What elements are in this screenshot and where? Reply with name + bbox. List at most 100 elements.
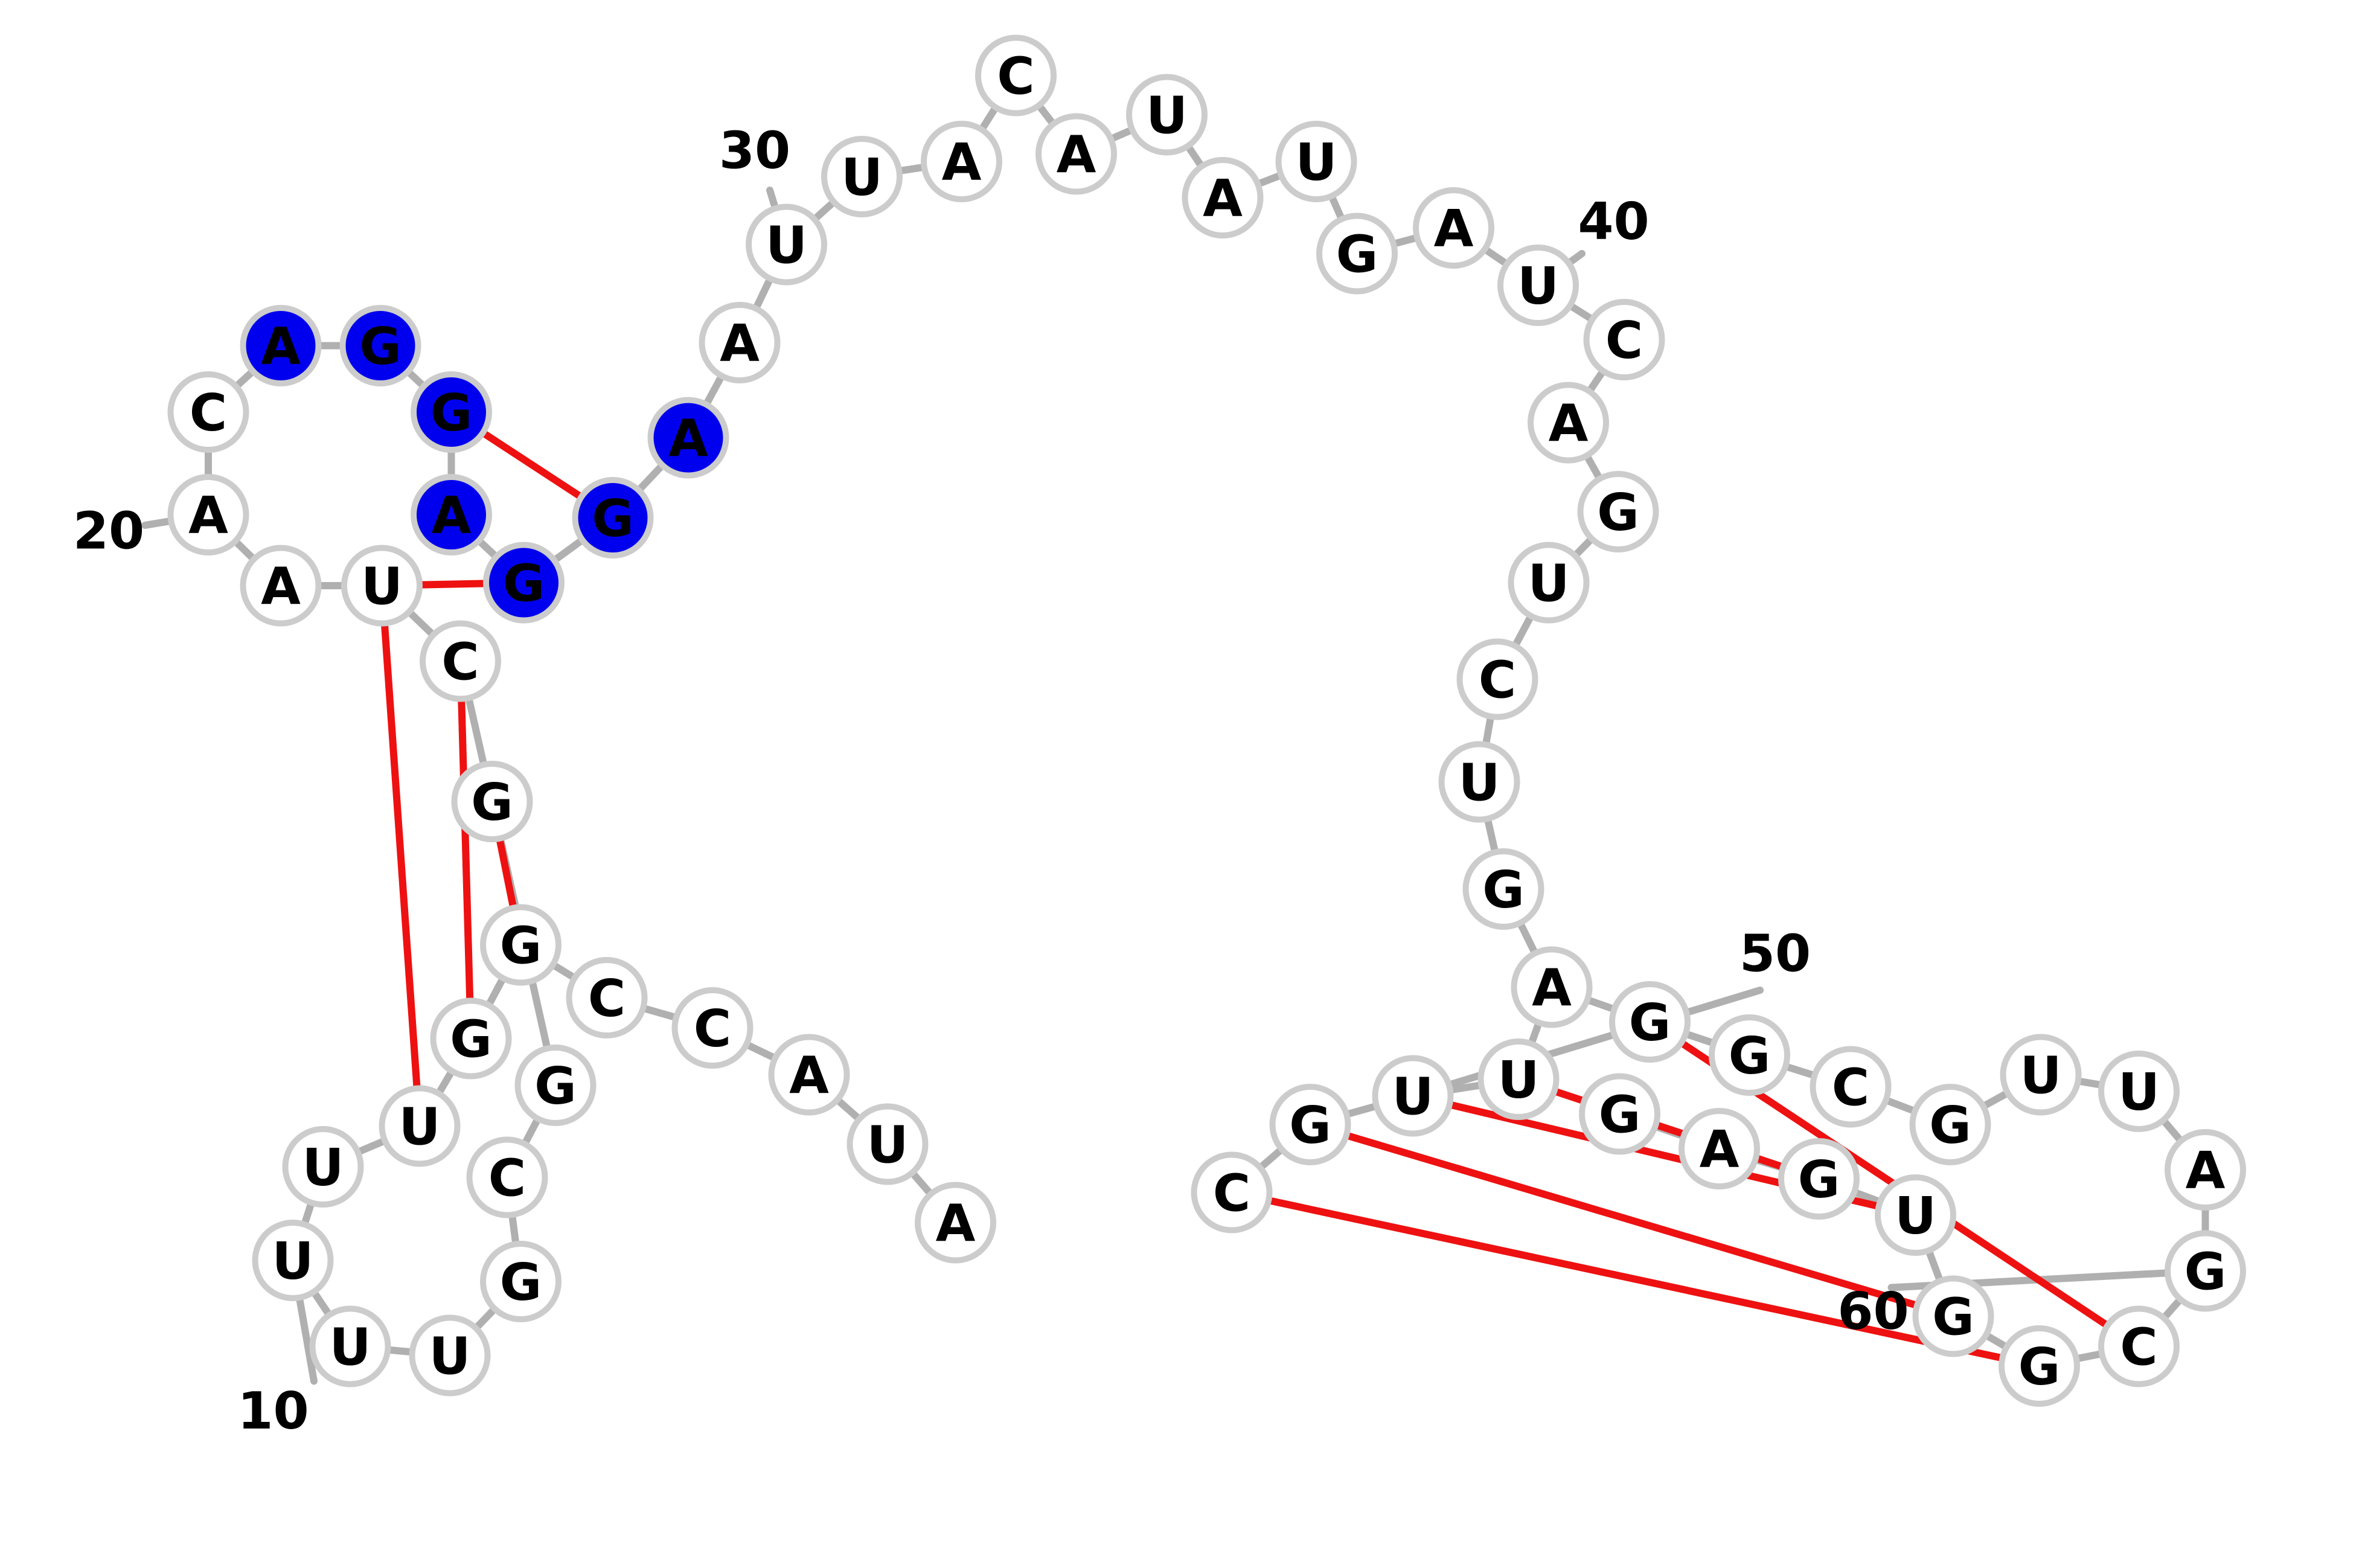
nucleotide-letter: C — [488, 1149, 526, 1209]
position-label: 40 — [1578, 192, 1649, 252]
nucleotide-letter: U — [272, 1232, 313, 1291]
nucleotide: C — [167, 371, 249, 453]
nucleotide: A — [768, 1034, 850, 1116]
nucleotide-letter: G — [1336, 225, 1378, 285]
nucleotide-circle — [282, 1126, 364, 1208]
nucleotide-circle — [2098, 1305, 2180, 1387]
nucleotide-circle — [1497, 245, 1579, 326]
nucleotide-letter: U — [2020, 1046, 2061, 1106]
nucleotide: G — [1778, 1138, 1860, 1220]
highlighted-nucleotide-circle — [411, 474, 492, 555]
base-pair-line — [419, 580, 487, 589]
nucleotide-letter: U — [1497, 1051, 1539, 1110]
nucleotide: U — [379, 1085, 461, 1167]
nucleotide: U — [746, 203, 827, 286]
nucleotide: A — [1035, 113, 1117, 195]
nucleotide: U — [1508, 542, 1590, 624]
nucleotide-circle — [167, 371, 249, 453]
nucleotide-letter: C — [2120, 1318, 2157, 1378]
nucleotide-letter: C — [588, 969, 626, 1029]
highlighted-nucleotide-circle — [572, 477, 654, 558]
nucleotide: G — [2165, 1230, 2246, 1312]
nucleotide-circle — [379, 1085, 461, 1167]
nucleotide: G — [483, 542, 565, 624]
nucleotide-circle — [975, 34, 1057, 117]
nucleotide-letter: C — [997, 47, 1034, 107]
nucleotide-circle — [1778, 1138, 1860, 1220]
highlighted-nucleotide-circle — [647, 397, 729, 479]
position-label: 10 — [237, 1381, 309, 1441]
nucleotide-circle — [1035, 113, 1117, 195]
highlighted-nucleotide-circle — [240, 305, 322, 386]
nucleotide-letter: A — [188, 486, 228, 546]
nucleotide: G — [1909, 1084, 1991, 1165]
nucleotide: U — [282, 1126, 364, 1208]
nucleotide-letter: G — [534, 1057, 577, 1116]
highlighted-nucleotide-circle — [411, 371, 492, 453]
nucleotide-circle — [420, 620, 501, 702]
nucleotide: U — [1477, 1038, 1560, 1120]
nucleotide: U — [821, 136, 903, 217]
nucleotide-letter: A — [432, 486, 472, 546]
nucleotide-circle — [746, 203, 827, 286]
nucleotide: U — [1438, 741, 1520, 823]
position-label: 50 — [1739, 924, 1811, 984]
nucleotide: U — [1126, 74, 1208, 156]
nucleotide: G — [480, 1241, 562, 1322]
nucleotide-circle — [1511, 946, 1593, 1028]
nucleotide: U — [309, 1305, 391, 1387]
nucleotide-letter: C — [1605, 311, 1643, 371]
nucleotide: U — [1875, 1174, 1956, 1256]
nucleotide: C — [1810, 1046, 1892, 1128]
nucleotide-circle — [821, 136, 903, 217]
nucleotide-circle — [915, 1182, 996, 1264]
nucleotide-circle — [1438, 741, 1520, 823]
nucleotide-letter: G — [1599, 1086, 1641, 1145]
nucleotide-circle — [480, 1241, 562, 1322]
nucleotide: A — [921, 121, 1002, 202]
nucleotide: C — [2098, 1305, 2180, 1387]
nucleotide-letter: U — [1517, 257, 1559, 316]
nucleotide-letter: A — [789, 1046, 829, 1106]
nucleotide-circle — [921, 121, 1002, 202]
nucleotide: G — [1579, 1073, 1660, 1155]
nucleotide-circle — [252, 1220, 334, 1301]
nucleotide-circle — [1528, 382, 1609, 464]
nucleotide: G — [451, 761, 533, 842]
nucleotide: U — [2098, 1051, 2180, 1132]
nucleotide-letter: A — [1549, 394, 1589, 454]
base-pair-line — [1267, 1197, 2003, 1362]
nucleotide-circle — [1999, 1325, 2080, 1407]
nucleotide-circle — [1709, 1014, 1790, 1096]
nucleotide-circle — [1909, 1084, 1991, 1165]
nucleotide-letter: G — [1729, 1026, 1771, 1086]
nucleotide: U — [2000, 1034, 2082, 1116]
nucleotide-letter: A — [261, 317, 301, 377]
nucleotide: G — [339, 305, 421, 386]
nucleotide-letter: U — [1895, 1186, 1936, 1246]
nucleotide: G — [1912, 1275, 1994, 1357]
nucleotide-letter: A — [1057, 126, 1096, 185]
nucleotide-letter: U — [2118, 1063, 2160, 1122]
nucleotide-circle — [2165, 1230, 2246, 1312]
nucleotide: A — [167, 474, 249, 555]
nucleotide: G — [1609, 981, 1691, 1063]
nucleotide: A — [240, 545, 322, 627]
nucleotide-circle — [1579, 1073, 1660, 1155]
nucleotide-circle — [1126, 74, 1208, 156]
nucleotide: A — [699, 302, 781, 383]
base-pair-line — [380, 622, 421, 1089]
nucleotide-letter: U — [1295, 133, 1337, 193]
nucleotide-letter: A — [2186, 1141, 2226, 1201]
nucleotide-circle — [1269, 1084, 1351, 1165]
nucleotide-circle — [1477, 1038, 1560, 1120]
nucleotide-circle — [167, 474, 249, 555]
nucleotide-letter: G — [1932, 1288, 1974, 1348]
nucleotide-circle — [2165, 1129, 2246, 1211]
nucleotide: G — [480, 904, 562, 986]
nucleotide-letter: A — [1700, 1120, 1739, 1180]
nucleotide-circle — [409, 1314, 491, 1397]
nucleotide: U — [252, 1220, 334, 1301]
nucleotide-circle — [341, 545, 423, 627]
